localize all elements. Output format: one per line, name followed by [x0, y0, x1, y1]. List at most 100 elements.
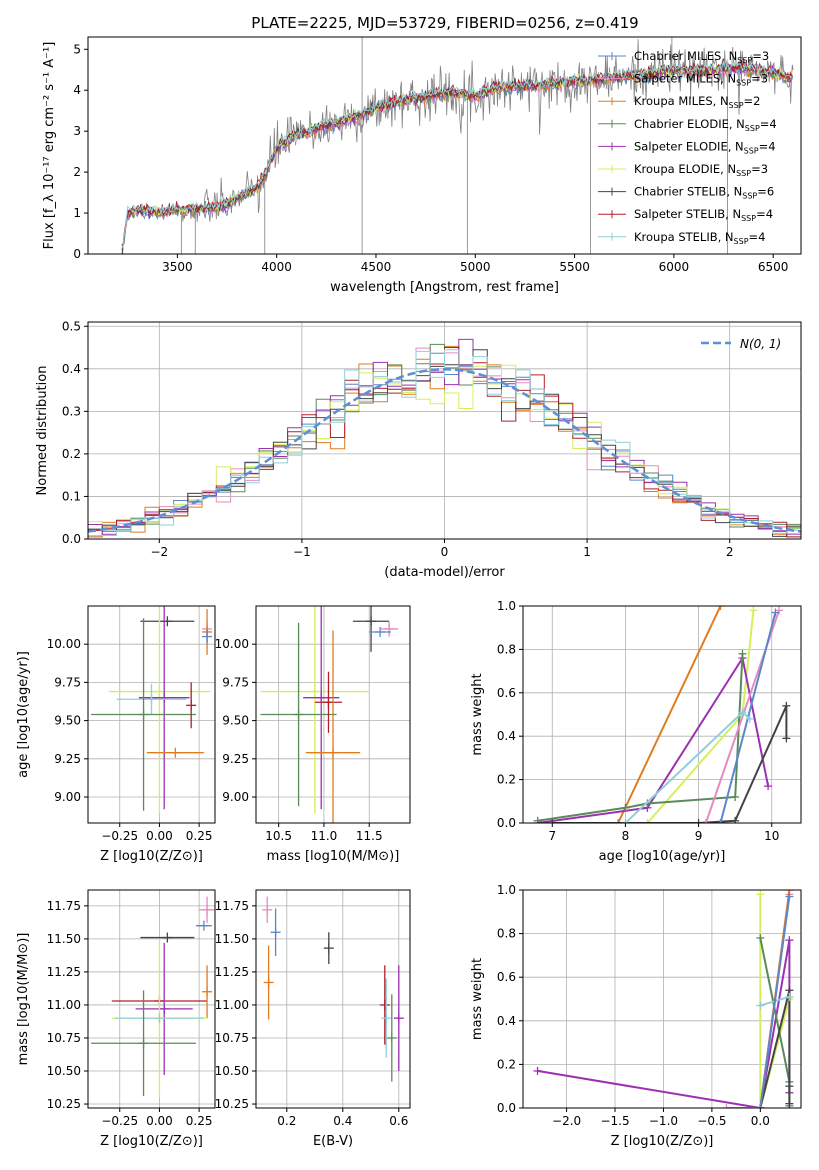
weight_vs_age-axes [523, 605, 801, 824]
legend-label: Kroupa STELIB, NSSP=4 [634, 230, 765, 246]
errorbar-point [386, 994, 397, 1082]
legend-label: Salpeter ELODIE, NSSP=4 [634, 139, 776, 155]
x-axis-label: Z [log10(Z/Z⊙)] [611, 1134, 714, 1149]
y-tick-label: 0.2 [497, 1057, 516, 1071]
x-tick-label: 0.2 [277, 1114, 296, 1128]
x-axis-label: wavelength [Angstrom, rest frame] [330, 280, 559, 295]
errorbar-point [202, 965, 213, 1019]
errorbar-point [140, 616, 195, 627]
y-tick-label: 9.00 [222, 790, 249, 804]
errorbar-point [369, 626, 391, 637]
weight_vs_age-frame: 7 8 9 10 0.0 0.2 0.4 0.6 0.8 1.0 age [log10(age/yr… [470, 599, 802, 864]
series-line [617, 606, 722, 823]
series-line [552, 705, 788, 823]
y-tick-label: 11.00 [215, 998, 249, 1012]
plot-frame [522, 605, 802, 824]
x-tick-label: 5500 [559, 260, 590, 274]
x-tick-label: −2.0 [552, 1114, 581, 1128]
y-axis-label: Normed distribution [35, 366, 50, 496]
y-tick-label: 0.4 [62, 362, 81, 376]
y-tick-label: 11.50 [47, 932, 81, 946]
y-tick-label: 1 [73, 206, 81, 220]
x-tick-label: 0.4 [333, 1114, 352, 1128]
histogram-chabrier-elodie [88, 343, 801, 536]
plot-frame [255, 605, 411, 824]
model-line-kroupa-stelib [121, 59, 794, 248]
age_vs_mass-points [260, 606, 399, 823]
y-axis-label: mass [log10(M/M⊙)] [16, 933, 31, 1066]
series-chabrier-stelib [756, 986, 794, 1108]
series-line [759, 990, 791, 1108]
plot-frame [87, 605, 216, 824]
mass_vs_Z-frame: −0.25 0.00 0.25 10.25 10.50 10.75 11.00 11.25 11… [16, 889, 216, 1149]
x-tick-label: 0.25 [186, 1114, 213, 1128]
y-tick-label: 0.3 [62, 404, 81, 418]
spectrum-plot [121, 37, 794, 254]
residuals-frame: −2 −1 0 1 2 0.0 0.1 0.2 0.3 0.4 0.5 (data-model)/er… [35, 319, 802, 580]
legend-label: N(0, 1) [740, 337, 781, 351]
y-tick-label: 0.4 [497, 1014, 516, 1028]
x-axis-label: mass [log10(M/M⊙)] [267, 849, 400, 864]
x-tick-label: 11.0 [311, 829, 338, 843]
mass_vs_ebv-frame: 0.2 0.4 0.6 10.25 10.50 10.75 11.00 11.25 11.50 1… [215, 889, 411, 1149]
y-tick-label: 9.25 [54, 752, 81, 766]
x-tick-label: 0.25 [186, 829, 213, 843]
y-tick-label: 0.6 [497, 686, 516, 700]
x-tick-label: 1 [583, 545, 591, 559]
errorbar-point [323, 932, 334, 964]
errorbar-point [146, 747, 204, 758]
x-axis-label: age [log10(age/yr)] [599, 849, 726, 864]
y-tick-label: 11.75 [215, 899, 249, 913]
y-tick-label: 0 [73, 247, 81, 261]
x-tick-label: 5000 [460, 260, 491, 274]
x-axis-label: (data-model)/error [384, 565, 505, 580]
y-tick-label: 10.25 [215, 1097, 249, 1111]
age_vs_mass-frame: 10.5 11.0 11.5 9.00 9.25 9.50 9.75 10.00 mass [l… [215, 605, 411, 864]
y-tick-label: 0.5 [62, 319, 81, 333]
series-chabrier-stelib [548, 701, 791, 823]
errorbar-point [262, 896, 273, 924]
y-tick-label: 9.25 [222, 752, 249, 766]
errorbar-point [135, 942, 193, 1075]
x-tick-label: 6500 [758, 260, 789, 274]
series-kroupa-stelib [621, 708, 754, 823]
y-tick-label: 9.75 [222, 675, 249, 689]
errorbar-point [260, 622, 337, 807]
y-tick-label: 11.50 [215, 932, 249, 946]
errorbar-point [303, 606, 340, 810]
x-tick-label: −1.5 [600, 1114, 629, 1128]
x-tick-label: 11.5 [356, 829, 383, 843]
legend-label: Salpeter STELIB, NSSP=4 [634, 207, 773, 223]
weight_vs_age-lines [533, 606, 791, 823]
errorbar-point [270, 908, 281, 957]
y-tick-label: 3 [73, 124, 81, 138]
x-tick-label: −2 [150, 545, 168, 559]
plot-frame [255, 889, 411, 1109]
y-tick-label: 11.75 [47, 899, 81, 913]
errorbar-point [114, 1013, 204, 1024]
series-line [537, 655, 770, 823]
y-tick-label: 5 [73, 42, 81, 56]
residual-histograms [88, 338, 801, 538]
errorbar-point [91, 618, 196, 811]
x-tick-label: −0.25 [101, 1114, 138, 1128]
errorbar-point [352, 606, 390, 652]
age_vs_Z-points [91, 606, 213, 814]
y-tick-label: 0.8 [497, 642, 516, 656]
errorbar-point [91, 990, 196, 1097]
y-tick-label: 10.50 [47, 1064, 81, 1078]
errorbar-point [380, 621, 399, 637]
legend-label: Chabrier MILES, NSSP=3 [634, 49, 769, 65]
y-tick-label: 1.0 [497, 883, 516, 897]
x-tick-label: −1 [293, 545, 311, 559]
series-line [537, 653, 744, 822]
model-line-chabrier-stelib [121, 62, 794, 254]
y-tick-label: 9.75 [54, 675, 81, 689]
x-tick-label: 0.00 [146, 1114, 173, 1128]
x-tick-label: −0.25 [101, 829, 138, 843]
y-axis-label: Flux [f_λ 10⁻¹⁷ erg cm⁻² s⁻¹ A⁻¹] [42, 42, 57, 250]
residual-legend: N(0, 1) [701, 337, 781, 351]
errorbar-point [263, 945, 274, 1020]
series-salpeter-miles [722, 890, 794, 1108]
